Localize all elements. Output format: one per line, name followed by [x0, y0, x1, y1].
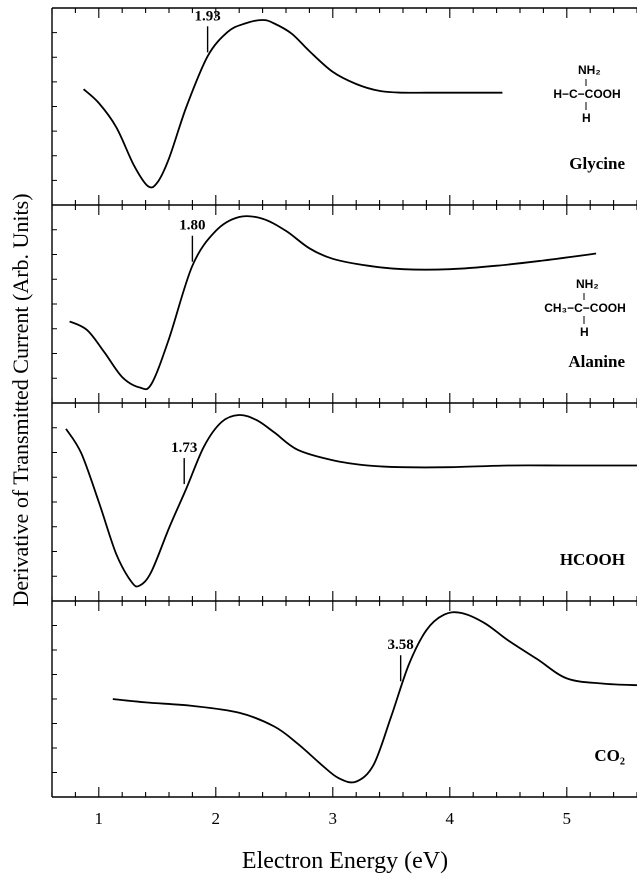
structure-middle: H−C−COOH: [553, 87, 620, 101]
structure-bottom: H: [582, 111, 591, 125]
annotation-label: 3.58: [388, 637, 414, 653]
curve-4: [112, 611, 637, 784]
annotation-label: 1.80: [179, 218, 205, 234]
panel-name: Alanine: [568, 352, 625, 371]
panel-name: HCOOH: [560, 550, 625, 569]
annotation-label: 1.73: [171, 440, 197, 456]
plot-frame: [51, 7, 637, 798]
x-tick-labels: 1 2 3 4 5: [95, 809, 572, 828]
axis-ticks: [51, 8, 637, 797]
panel-name: CO₂: [594, 746, 625, 765]
structure-bottom: H: [580, 325, 589, 339]
x-tick-label: 1: [95, 809, 104, 828]
annotation-label: 1.93: [194, 8, 220, 24]
peak-annotations: 1.93 1.80 1.73 3.58: [171, 8, 414, 682]
x-tick-label: 5: [563, 809, 572, 828]
curve-3: [65, 414, 637, 588]
curves: [65, 19, 637, 784]
curve-1: [82, 19, 503, 189]
structure-middle: CH₃−C−COOH: [544, 301, 626, 315]
x-tick-label: 4: [446, 809, 455, 828]
curve-2: [69, 215, 597, 391]
panel-labels: Glycine NH₂ H−C−COOH H Alanine NH₂ CH₃−C−COOH H…: [544, 63, 626, 765]
y-axis-label: Derivative of Transmitted Current (Arb. …: [8, 193, 33, 606]
structure-top: NH₂: [576, 277, 599, 291]
panel-name: Glycine: [569, 154, 625, 173]
x-tick-label: 2: [212, 809, 221, 828]
x-axis-label: Electron Energy (eV): [242, 848, 448, 874]
x-tick-label: 3: [329, 809, 338, 828]
structure-top: NH₂: [578, 63, 601, 77]
